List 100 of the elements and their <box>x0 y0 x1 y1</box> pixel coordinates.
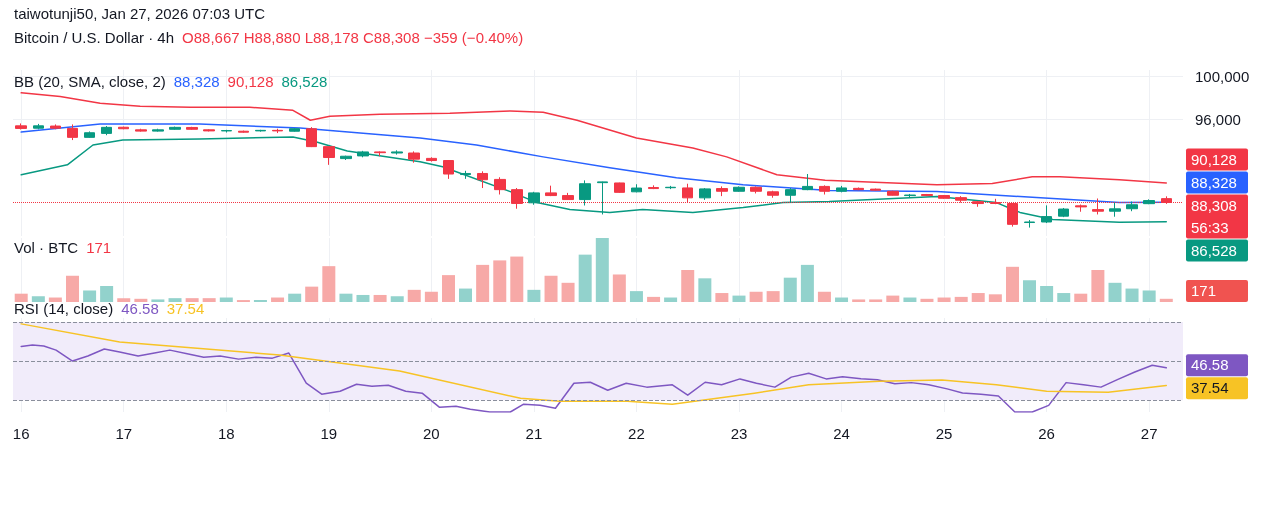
x-tick-label: 22 <box>628 425 645 442</box>
chart-subtitle: O88,667 H88,880 L88,178 C88,308 −359 (−0.40%) <box>182 29 524 46</box>
bar <box>988 294 1002 302</box>
candlestick <box>1075 204 1087 213</box>
candlestick <box>152 128 164 133</box>
candlestick <box>169 126 181 131</box>
candlestick <box>938 194 950 200</box>
bar <box>971 293 985 302</box>
chart-title: Bitcoin / U.S. Dollar · 4h <box>14 29 175 46</box>
line-series <box>20 136 1168 224</box>
line-series <box>20 92 1168 186</box>
text: 56:33 <box>1191 218 1229 236</box>
bar <box>647 296 661 302</box>
bar <box>783 277 797 302</box>
bar <box>681 270 695 302</box>
bar <box>817 291 831 302</box>
candlestick <box>50 123 61 130</box>
bar <box>954 296 968 302</box>
bar <box>629 291 643 302</box>
x-tick-label: 25 <box>935 425 953 442</box>
bar <box>407 289 421 302</box>
chart-title: RSI (14, close) <box>14 300 114 317</box>
x-tick-label: 20 <box>423 425 440 442</box>
bar <box>373 294 387 302</box>
bar <box>31 296 45 302</box>
annotation: 88,328 <box>173 73 220 90</box>
data-label: 90,128 <box>1191 150 1237 168</box>
candlestick <box>374 150 386 157</box>
bar <box>869 299 883 302</box>
candlestick <box>545 185 557 197</box>
bar <box>527 289 541 302</box>
bar <box>100 286 114 302</box>
candlestick <box>408 150 420 164</box>
bar <box>715 293 729 302</box>
data-label: 46.58 <box>1191 356 1229 374</box>
bar <box>800 264 814 302</box>
bar <box>168 298 182 302</box>
candlestick <box>750 185 762 194</box>
candlestick <box>921 193 933 197</box>
x-tick-label: 27 <box>1140 425 1158 442</box>
candlestick <box>84 130 95 139</box>
annotation: 86,528 <box>281 73 328 90</box>
bar <box>732 295 746 302</box>
y-tick-label: 96,000 <box>1195 111 1241 129</box>
candlestick <box>426 156 437 163</box>
candlestick <box>203 128 215 132</box>
candlestick <box>1126 201 1138 212</box>
x-tick-label: 17 <box>115 425 133 442</box>
chart-title: Vol · BTC <box>14 239 79 256</box>
candlestick <box>819 184 830 195</box>
candlestick <box>767 190 779 199</box>
x-tick-label: 26 <box>1038 425 1055 442</box>
candlestick <box>323 146 335 166</box>
bar <box>920 298 934 302</box>
bar <box>390 296 404 302</box>
candlestick <box>135 128 147 133</box>
bar <box>1074 293 1088 302</box>
bar <box>339 293 353 302</box>
candlestick <box>15 122 27 130</box>
text: 37.54 <box>166 300 205 317</box>
bar <box>1023 280 1036 302</box>
bar <box>202 298 216 302</box>
candlestick <box>1143 198 1155 205</box>
bar <box>288 293 302 302</box>
bar <box>664 297 678 302</box>
candlestick <box>1109 202 1121 218</box>
bar <box>151 299 165 302</box>
x-tick-label: 16 <box>12 425 30 442</box>
bar <box>14 293 28 302</box>
bar <box>271 297 285 302</box>
bar <box>561 282 575 302</box>
candlestick <box>887 190 899 197</box>
candlestick <box>221 129 232 134</box>
candlestick <box>562 192 574 201</box>
candlestick <box>904 193 916 199</box>
x-tick-label: 23 <box>730 425 748 442</box>
bar <box>356 294 370 302</box>
bar <box>510 256 524 302</box>
candlestick <box>101 125 112 136</box>
x-tick-label: 24 <box>833 425 850 442</box>
candlestick <box>853 186 864 191</box>
bar <box>698 278 712 302</box>
data-label: 86,528 <box>1191 241 1237 259</box>
candlestick <box>631 183 642 193</box>
bar <box>1159 298 1173 302</box>
bar <box>65 275 79 302</box>
candlestick <box>699 187 711 201</box>
text: 171 <box>1191 282 1217 299</box>
bar <box>305 286 319 302</box>
bar <box>134 298 148 302</box>
x-tick-label: 19 <box>320 425 338 442</box>
candlestick <box>33 123 44 130</box>
bar <box>459 288 473 302</box>
bar <box>48 297 62 302</box>
candlestick <box>1024 219 1035 229</box>
candlestick <box>186 126 198 131</box>
candlestick <box>785 187 796 204</box>
text: taiwotunji50, Jan 27, 2026 07:03 UTC <box>14 5 266 22</box>
bar <box>219 297 233 302</box>
candlestick <box>870 188 881 192</box>
